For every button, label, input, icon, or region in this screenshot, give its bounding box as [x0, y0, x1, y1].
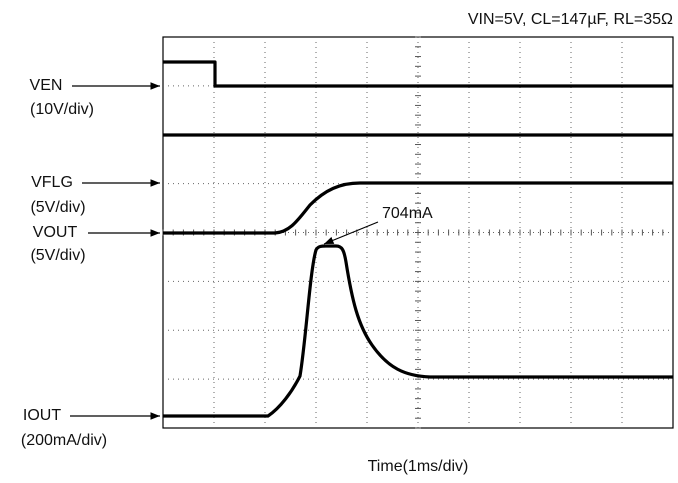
- peak-annotation: 704mA: [382, 205, 433, 222]
- vflg-vout-trace: [163, 181, 673, 235]
- peak-pointer: [323, 221, 379, 245]
- vflg-label: VFLG: [31, 174, 73, 191]
- traces: [163, 60, 673, 418]
- vout-label: VOUT: [33, 224, 78, 241]
- ven-trace: [163, 60, 673, 88]
- conditions: VIN=5V, CL=147µF, RL=35Ω: [468, 11, 673, 28]
- iout-label: IOUT: [23, 407, 61, 424]
- x-axis-label: Time(1ms/div): [368, 458, 469, 475]
- vflg-scale: (5V/div): [30, 199, 85, 216]
- ven-scale: (10V/div): [30, 101, 94, 118]
- iout-trace: [163, 244, 673, 418]
- ven-label: VEN: [30, 77, 63, 94]
- iout-scale: (200mA/div): [21, 432, 107, 449]
- vout-scale: (5V/div): [30, 247, 85, 264]
